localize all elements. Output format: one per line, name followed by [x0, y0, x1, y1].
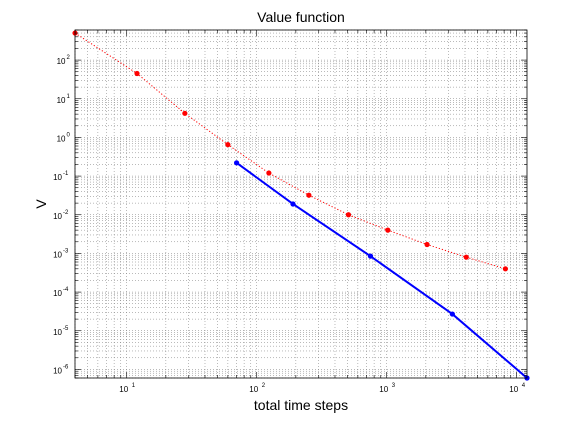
- x-tick-label: 10: [249, 385, 258, 394]
- y-tick-label: 10: [57, 96, 66, 105]
- y-tick-exponent: 2: [67, 55, 71, 61]
- x-axis-label: total time steps: [254, 397, 348, 413]
- series-1-point: [225, 142, 231, 148]
- series-2-point: [449, 311, 455, 317]
- series-2: [233, 160, 530, 381]
- y-tick-exponent: -5: [63, 326, 69, 332]
- series-1-point: [385, 227, 391, 233]
- series-1-point: [134, 70, 140, 77]
- series-1-point: [502, 266, 509, 272]
- y-tick-label: 10: [53, 366, 62, 375]
- x-tick-label: 10: [379, 385, 388, 394]
- series-2-point: [367, 253, 374, 259]
- x-tick-exponent: 4: [522, 383, 526, 389]
- x-tick-exponent: 2: [262, 383, 266, 389]
- y-tick-label: 10: [57, 134, 66, 143]
- series-2-point: [290, 201, 296, 207]
- y-tick-exponent: -3: [63, 248, 69, 254]
- grid-lines: [74, 29, 527, 379]
- series-1-point: [345, 212, 352, 218]
- chart-title: Value function: [257, 9, 345, 25]
- series-1-point: [266, 170, 272, 176]
- y-axis-label: V: [33, 199, 49, 209]
- x-tick-exponent: 3: [392, 383, 396, 389]
- y-tick-exponent: 0: [67, 132, 71, 138]
- series-1: [72, 30, 509, 272]
- y-tick-exponent: -1: [63, 171, 69, 177]
- x-tick-label: 10: [119, 385, 128, 394]
- y-tick-label: 10: [53, 250, 62, 259]
- series-1-point: [182, 110, 188, 116]
- y-tick-exponent: -2: [63, 210, 69, 216]
- ticks: [74, 29, 527, 379]
- x-tick-exponent: 1: [132, 383, 136, 389]
- y-tick-label: 10: [53, 289, 62, 298]
- tick-labels: 10 1 10 2 10 3 10 410 210 110 010 -110 -210 -310 -410-…: [53, 55, 526, 394]
- y-tick-label: 10: [53, 328, 62, 337]
- series-1-point: [424, 241, 430, 248]
- y-tick-label: 10: [53, 173, 62, 182]
- series-1-point: [463, 254, 469, 260]
- y-tick-exponent: -6: [63, 364, 69, 370]
- plot-frame: [74, 29, 528, 379]
- x-tick-label: 10: [509, 385, 518, 394]
- y-tick-label: 10: [53, 212, 62, 221]
- series-2-point: [233, 160, 240, 166]
- y-tick-exponent: -4: [63, 287, 69, 293]
- series-1-point: [306, 192, 312, 198]
- y-tick-label: 10: [57, 57, 66, 66]
- series-layer: [72, 30, 530, 381]
- y-tick-exponent: 1: [67, 94, 71, 100]
